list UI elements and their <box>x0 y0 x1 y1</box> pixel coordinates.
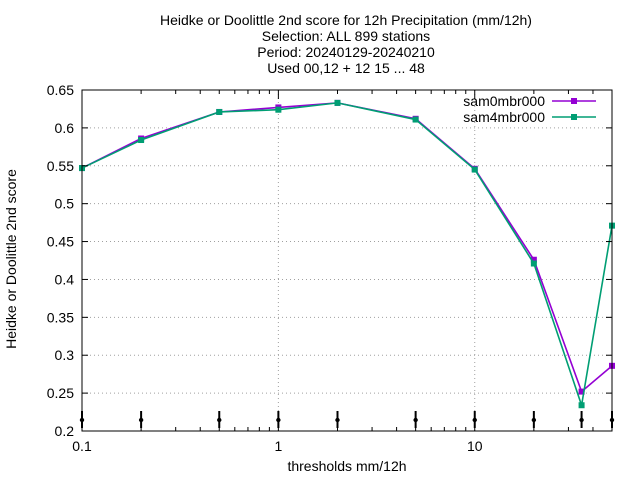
chart-title-line-2: Selection: ALL 899 stations <box>262 28 430 44</box>
series-line-1 <box>81 102 613 406</box>
series-1-point-7 <box>530 260 537 267</box>
series-1-point-3 <box>275 106 282 113</box>
sample-marker-1 <box>138 411 144 428</box>
y-tick-label-6: 0.5 <box>55 196 75 212</box>
grid <box>82 90 612 431</box>
sample-marker-7 <box>531 411 537 428</box>
y-tick-labels: 0.2 0.25 0.3 0.35 0.4 0.45 0.5 0.55 0.6 0.65 <box>47 82 74 439</box>
y-tick-label-8: 0.6 <box>55 120 75 136</box>
legend-item-1: sam4mbr000 <box>463 109 596 125</box>
series-0-point-7 <box>530 256 537 263</box>
x-tick-label-1: 1 <box>274 438 282 454</box>
series-1-point-4 <box>334 99 341 106</box>
legend-marker-1 <box>571 114 577 120</box>
y-tick-label-9: 0.65 <box>47 82 74 98</box>
sample-markers <box>79 411 615 428</box>
series-1-point-8 <box>578 402 585 409</box>
y-tick-label-4: 0.4 <box>55 271 75 287</box>
series-1-point-2 <box>216 108 223 115</box>
y-tick-label-3: 0.35 <box>47 309 74 325</box>
y-tick-label-2: 0.3 <box>55 347 75 363</box>
series-1-point-5 <box>412 116 419 123</box>
chart-title-line-1: Heidke or Doolittle 2nd score for 12h Pr… <box>160 12 532 28</box>
sample-marker-8 <box>579 411 584 428</box>
y-tick-label-0: 0.2 <box>55 423 75 439</box>
series-1-point-6 <box>471 166 478 173</box>
legend-marker-0 <box>571 98 577 104</box>
chart-title-line-3: Period: 20240129-20240210 <box>257 44 435 60</box>
series-1 <box>79 99 615 409</box>
y-tick-label-5: 0.45 <box>47 234 74 250</box>
x-tick-label-2: 10 <box>467 438 483 454</box>
x-tick-label-0: 0.1 <box>72 438 92 454</box>
chart-title: Heidke or Doolittle 2nd score for 12h Pr… <box>160 12 532 76</box>
series-line-0 <box>81 102 613 393</box>
series-layer <box>79 99 615 409</box>
axis-ticks <box>81 89 613 432</box>
y-tick-label-7: 0.55 <box>47 158 74 174</box>
plot-frame <box>81 89 613 432</box>
sample-marker-2 <box>217 411 222 428</box>
legend-label-1: sam4mbr000 <box>463 109 545 125</box>
y-tick-label-1: 0.25 <box>47 385 74 401</box>
series-0-point-8 <box>578 388 585 395</box>
y-axis-label: Heidke or Doolittle 2nd score <box>3 169 19 349</box>
series-1-point-1 <box>138 137 145 144</box>
legend-label-0: sam0mbr000 <box>463 93 545 109</box>
chart-title-line-4: Used 00,12 + 12 15 ... 48 <box>267 60 425 76</box>
x-axis-label: thresholds mm/12h <box>287 458 406 474</box>
sample-marker-5 <box>413 411 418 428</box>
sample-marker-4 <box>335 411 340 428</box>
series-0 <box>79 99 615 395</box>
legend-item-0: sam0mbr000 <box>463 93 596 109</box>
x-tick-labels: 0.1 1 10 <box>72 438 482 454</box>
